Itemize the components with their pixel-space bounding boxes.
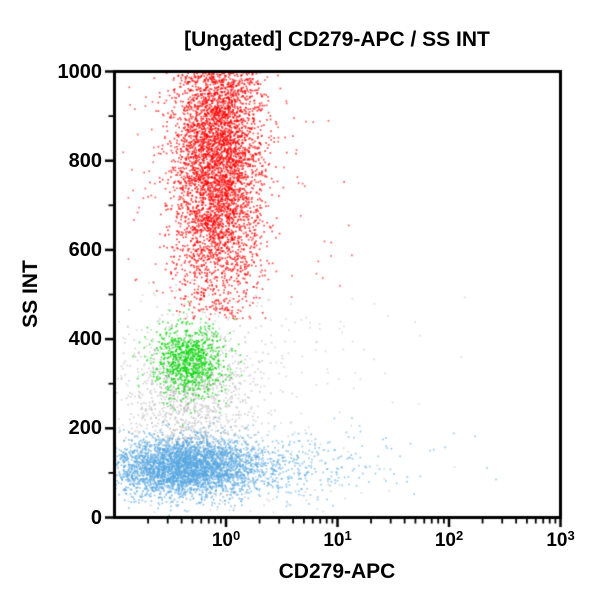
x-axis-label: CD279-APC: [278, 560, 396, 583]
chart-title: [Ungated] CD279-APC / SS INT: [184, 28, 490, 51]
y-axis-label: SS INT: [19, 260, 42, 328]
